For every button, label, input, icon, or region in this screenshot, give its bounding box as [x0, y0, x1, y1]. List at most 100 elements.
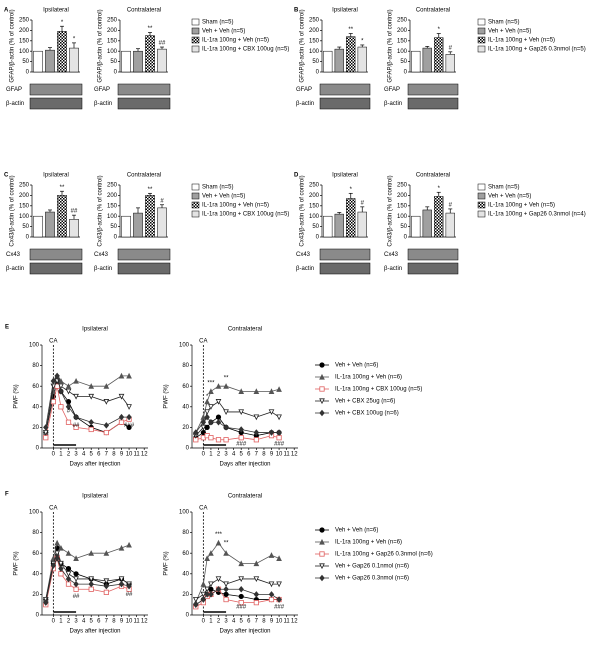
y-tick-label: 20 — [182, 425, 189, 431]
significance-label: * — [438, 186, 441, 192]
blot-image — [319, 83, 371, 96]
legend-label: Veh + Veh (n=5) — [488, 194, 531, 200]
y-tick-label: 0 — [114, 70, 118, 76]
marker — [276, 414, 282, 421]
blot-label: β-actin — [384, 266, 402, 272]
y-tick-label: 150 — [107, 203, 118, 209]
marker — [43, 435, 49, 441]
marker — [118, 372, 125, 379]
series-line — [195, 588, 280, 606]
marker — [268, 429, 275, 436]
marker — [223, 424, 229, 431]
legend-label: IL-1ra 100ng + CBX 100ug (n=5) — [335, 387, 422, 393]
significance-label: * — [361, 39, 364, 45]
marker — [58, 388, 64, 395]
marker — [65, 566, 72, 572]
chart-title: Contralateral — [228, 327, 262, 333]
blot-image — [29, 262, 83, 275]
marker — [319, 386, 325, 392]
y-tick-label: 100 — [397, 49, 408, 55]
significance-label: # — [361, 200, 365, 206]
y-axis-label: GFAP/β-actin (% of control) — [10, 9, 16, 82]
bar — [33, 50, 43, 73]
legend-swatch — [191, 36, 200, 44]
significance-label: * — [206, 394, 209, 400]
marker — [238, 560, 245, 567]
marker — [319, 409, 325, 417]
x-tick-label: 5 — [90, 452, 94, 458]
marker — [73, 555, 79, 561]
blot-image — [117, 97, 171, 110]
marker — [43, 599, 49, 606]
marker — [126, 404, 132, 410]
legend-label: Veh + Veh (n=5) — [202, 194, 245, 200]
y-tick-label: 250 — [309, 183, 320, 189]
marker — [204, 555, 210, 561]
bar — [411, 50, 421, 73]
y-tick-label: 150 — [397, 38, 408, 44]
legend-swatch — [477, 210, 486, 218]
blot-image — [29, 83, 83, 96]
x-tick-label: 0 — [52, 619, 56, 625]
y-tick-label: 60 — [32, 384, 39, 390]
marker — [223, 437, 229, 443]
blot-label: β-actin — [6, 101, 24, 107]
marker — [204, 424, 210, 430]
blot-image — [407, 83, 459, 96]
marker — [253, 576, 260, 583]
y-tick-label: 0 — [26, 235, 30, 241]
marker — [253, 414, 260, 421]
significance-label: ** — [348, 27, 353, 33]
marker — [73, 571, 79, 577]
event-label: CA — [199, 339, 207, 345]
legend-label: Veh + Veh (n=5) — [488, 29, 531, 35]
y-tick-label: 250 — [107, 183, 118, 189]
y-tick-label: 50 — [312, 59, 319, 65]
significance-label: # — [160, 198, 164, 204]
y-tick-label: 200 — [19, 193, 30, 199]
marker — [73, 413, 79, 421]
marker — [276, 429, 282, 436]
legend-swatch — [191, 192, 200, 200]
marker — [126, 372, 132, 379]
y-axis-label: PWF (%) — [164, 384, 170, 408]
marker — [88, 426, 94, 433]
significance-label: ## — [159, 41, 166, 47]
y-axis-label: Cx43/β-actin (% of control) — [10, 175, 16, 246]
x-tick-label: 0 — [202, 619, 206, 625]
panel-label: D — [294, 173, 299, 179]
bar — [57, 195, 67, 238]
chart-title: Contralateral — [416, 173, 450, 179]
y-tick-label: 100 — [179, 343, 190, 349]
marker — [208, 404, 214, 410]
marker — [88, 586, 94, 592]
chart-title: Ipsilateral — [43, 173, 69, 179]
y-tick-label: 80 — [32, 530, 39, 536]
y-tick-label: 40 — [32, 404, 39, 410]
y-axis-label: GFAP/β-actin (% of control) — [98, 9, 104, 82]
significance-label: * — [350, 187, 353, 193]
bar — [145, 35, 155, 73]
marker — [208, 591, 214, 598]
chart-title: Ipsilateral — [82, 327, 108, 333]
y-tick-label: 200 — [19, 28, 30, 34]
y-tick-label: 0 — [404, 235, 408, 241]
y-tick-label: 80 — [182, 363, 189, 369]
bar — [411, 215, 421, 238]
legend-label: IL-1ra 100ng + Veh (n=6) — [335, 375, 402, 381]
x-tick-label: 0 — [52, 452, 56, 458]
y-tick-label: 80 — [32, 363, 39, 369]
x-tick-label: 9 — [270, 452, 274, 458]
marker — [103, 422, 110, 429]
marker — [204, 586, 210, 593]
y-tick-label: 0 — [36, 446, 40, 452]
marker — [88, 383, 95, 389]
marker — [319, 398, 325, 405]
y-tick-label: 150 — [19, 203, 30, 209]
significance-label: ### — [274, 604, 285, 610]
x-tick-label: 7 — [255, 619, 259, 625]
blot-label: GFAP — [296, 87, 312, 93]
chart-title: Contralateral — [416, 8, 450, 14]
marker — [54, 550, 60, 557]
marker — [118, 419, 125, 425]
